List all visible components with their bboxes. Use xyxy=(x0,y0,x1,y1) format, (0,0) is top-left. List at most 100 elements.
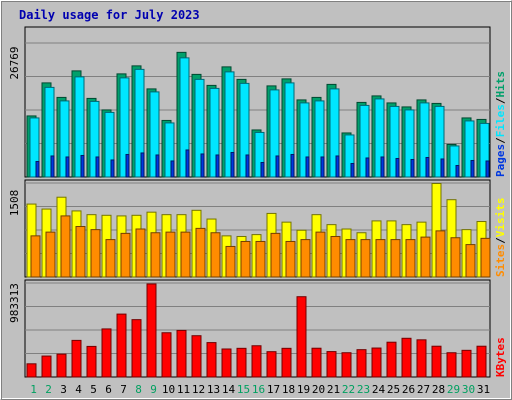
bar-sites-31 xyxy=(480,237,491,278)
x-label-6: 6 xyxy=(105,383,112,396)
bar-files-11 xyxy=(179,57,190,178)
bar-files-3 xyxy=(59,100,70,178)
bar-files-13 xyxy=(209,87,220,178)
legend-hits-files-pages: Pages/Files/Hits xyxy=(494,71,507,177)
bar-kbytes-3 xyxy=(56,353,67,378)
bar-kbytes-13 xyxy=(206,342,217,378)
legend-item-hits-files-pages-3: / xyxy=(494,97,507,104)
bar-pages-19 xyxy=(305,156,310,178)
bar-sites-1 xyxy=(30,235,41,278)
bar-pages-10 xyxy=(170,160,175,178)
bar-kbytes-22 xyxy=(341,352,352,378)
bar-files-6 xyxy=(104,111,115,178)
bar-kbytes-17 xyxy=(266,351,277,378)
bar-pages-30 xyxy=(470,159,475,178)
bar-sites-2 xyxy=(45,231,56,278)
bar-pages-15 xyxy=(245,154,250,178)
x-label-20: 20 xyxy=(312,383,325,396)
legend-item-hits-files-pages-4: Hits xyxy=(494,71,507,98)
bar-sites-24 xyxy=(375,239,386,278)
bar-sites-12 xyxy=(195,227,206,278)
bar-files-24 xyxy=(374,98,385,178)
bar-pages-8 xyxy=(140,152,145,178)
bar-kbytes-7 xyxy=(116,313,127,378)
x-axis-labels: 1 2 3 4 5 6 7 8 9 10 11 12 13 14 15 16 17 18 19 20 21 22 23 24 2… xyxy=(30,383,490,396)
bar-kbytes-25 xyxy=(386,341,397,378)
x-label-5: 5 xyxy=(90,383,97,396)
bar-kbytes-11 xyxy=(176,329,187,378)
bar-pages-21 xyxy=(335,155,340,178)
bar-files-2 xyxy=(44,86,55,178)
bar-sites-25 xyxy=(390,239,401,278)
bar-kbytes-5 xyxy=(86,345,97,378)
bar-pages-31 xyxy=(485,160,490,178)
x-label-21: 21 xyxy=(327,383,340,396)
bar-files-1 xyxy=(29,117,40,178)
bar-pages-16 xyxy=(260,161,265,178)
legend-item-kbytes-0: KBytes xyxy=(494,337,507,377)
legend-visits-sites: Sites/Visits xyxy=(494,198,507,278)
x-label-30: 30 xyxy=(462,383,475,396)
panel-kbytes: 983313 KBytes xyxy=(8,279,507,378)
bar-files-5 xyxy=(89,100,100,178)
bar-pages-20 xyxy=(320,156,325,178)
bar-pages-13 xyxy=(215,154,220,178)
bar-pages-4 xyxy=(80,154,85,178)
x-label-27: 27 xyxy=(417,383,430,396)
bar-kbytes-12 xyxy=(191,335,202,378)
bar-pages-23 xyxy=(365,157,370,178)
bar-pages-27 xyxy=(425,156,430,178)
bar-files-16 xyxy=(254,131,265,178)
bar-sites-19 xyxy=(300,239,311,278)
bar-files-12 xyxy=(194,78,205,178)
bar-pages-17 xyxy=(275,155,280,178)
chart-panels: 26769Pages/Files/Hits1508Sites/Visits983… xyxy=(8,26,507,378)
bar-files-20 xyxy=(314,100,325,178)
bar-files-18 xyxy=(284,82,295,178)
legend-item-visits-sites-0: Sites xyxy=(494,244,507,277)
bar-kbytes-14 xyxy=(221,348,232,378)
bar-pages-1 xyxy=(35,160,40,178)
bar-files-23 xyxy=(359,104,370,178)
bar-kbytes-29 xyxy=(446,352,457,378)
bar-kbytes-24 xyxy=(371,347,382,378)
bar-sites-8 xyxy=(135,228,146,278)
x-label-31: 31 xyxy=(477,383,490,396)
bar-kbytes-6 xyxy=(101,328,112,378)
x-label-18: 18 xyxy=(282,383,295,396)
bar-sites-21 xyxy=(330,235,341,278)
bar-pages-3 xyxy=(65,156,70,178)
bar-sites-30 xyxy=(465,244,476,278)
bar-pages-5 xyxy=(95,156,100,178)
bar-kbytes-1 xyxy=(26,363,37,378)
bar-pages-2 xyxy=(50,155,55,178)
bar-files-26 xyxy=(404,109,415,178)
bar-sites-10 xyxy=(165,231,176,278)
bar-pages-9 xyxy=(155,154,160,178)
bar-pages-6 xyxy=(110,159,115,178)
bar-pages-14 xyxy=(230,151,235,178)
bar-sites-7 xyxy=(120,232,131,278)
bar-sites-14 xyxy=(225,245,236,278)
bar-kbytes-30 xyxy=(461,349,472,378)
x-label-29: 29 xyxy=(447,383,460,396)
ymax-label-visits-sites: 1508 xyxy=(8,190,21,217)
bar-kbytes-26 xyxy=(401,337,412,378)
x-label-3: 3 xyxy=(60,383,67,396)
bar-files-10 xyxy=(164,122,175,178)
panel-visits-sites: 1508 Sites/Visits xyxy=(8,179,507,278)
x-label-28: 28 xyxy=(432,383,445,396)
ymax-label-kbytes: 983313 xyxy=(8,283,21,323)
ymax-label-hits-files-pages: 26769 xyxy=(8,46,21,79)
bar-pages-25 xyxy=(395,157,400,178)
bar-kbytes-15 xyxy=(236,347,247,378)
legend-item-visits-sites-2: Visits xyxy=(494,198,507,238)
bar-files-17 xyxy=(269,89,280,178)
bar-kbytes-8 xyxy=(131,319,142,378)
legend-item-hits-files-pages-1: / xyxy=(494,137,507,144)
bar-pages-28 xyxy=(440,158,445,178)
x-label-24: 24 xyxy=(372,383,386,396)
bar-kbytes-20 xyxy=(311,347,322,378)
x-label-1: 1 xyxy=(30,383,37,396)
bar-files-14 xyxy=(224,71,235,178)
